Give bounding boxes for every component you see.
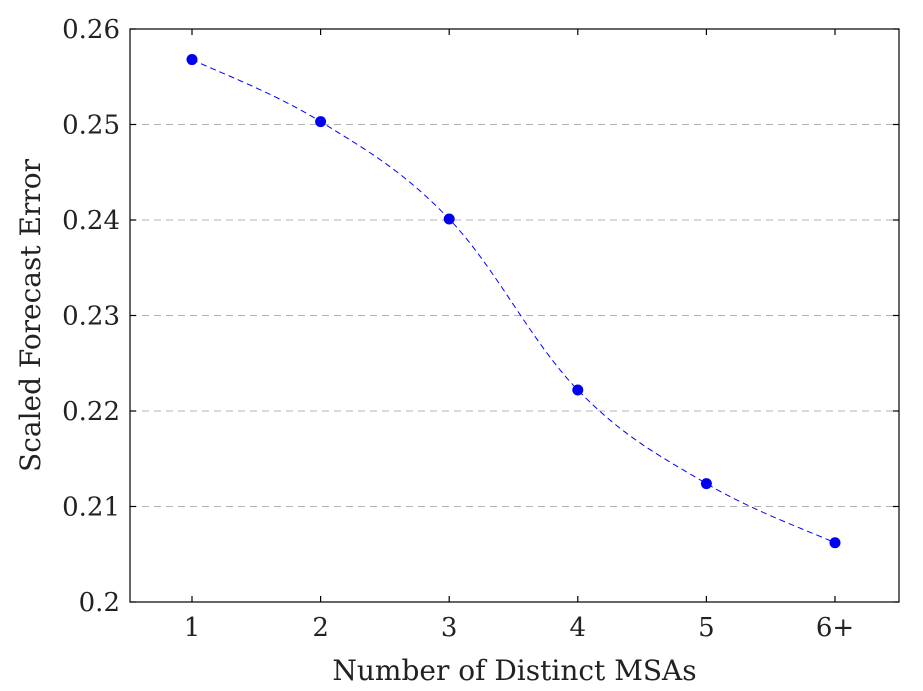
data-point: [829, 537, 841, 549]
x-tick-label: 6+: [816, 613, 854, 643]
x-tick-label: 5: [698, 613, 715, 643]
x-tick-label: 4: [570, 613, 587, 643]
y-tick-label: 0.2: [79, 588, 120, 618]
grid-lines: [130, 124, 899, 507]
y-tick-labels: 0.2 0.21 0.22 0.23 0.24 0.25 0.26: [62, 15, 120, 618]
axis-ticks: [130, 28, 899, 603]
data-point: [700, 478, 712, 490]
y-tick-label: 0.26: [62, 15, 120, 45]
y-tick-label: 0.24: [62, 206, 120, 236]
x-tick-label: 2: [312, 613, 329, 643]
data-point: [443, 213, 455, 225]
x-tick-label: 3: [441, 613, 458, 643]
series-line-layer: [191, 59, 836, 544]
y-axis-label: Scaled Forecast Error: [14, 158, 47, 472]
data-point: [315, 116, 327, 128]
x-tick-label: 1: [184, 613, 201, 643]
data-point: [572, 384, 584, 396]
y-tick-label: 0.21: [62, 493, 120, 523]
data-point: [186, 54, 198, 66]
data-points: [186, 54, 841, 549]
x-tick-labels: 1 2 3 4 5 6+: [184, 613, 854, 643]
series-line: [191, 59, 836, 544]
x-axis-label: Number of Distinct MSAs: [332, 654, 696, 687]
y-tick-label: 0.25: [62, 111, 120, 141]
y-tick-label: 0.22: [62, 397, 120, 427]
y-tick-label: 0.23: [62, 302, 120, 332]
